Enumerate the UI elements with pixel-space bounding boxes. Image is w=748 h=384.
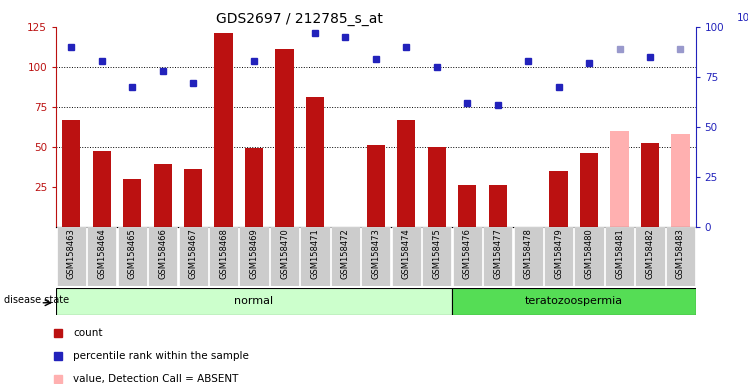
Bar: [641, 144, 659, 227]
Bar: [117, 227, 147, 286]
Bar: [392, 227, 421, 286]
Bar: [215, 33, 233, 227]
Text: disease state: disease state: [4, 295, 69, 305]
Bar: [239, 227, 269, 286]
Bar: [544, 227, 573, 286]
Bar: [179, 227, 208, 286]
Bar: [275, 49, 294, 227]
Bar: [397, 119, 415, 227]
Bar: [605, 227, 634, 286]
Bar: [148, 227, 177, 286]
Bar: [610, 131, 628, 227]
Bar: [331, 227, 360, 286]
Text: GSM158470: GSM158470: [280, 228, 289, 278]
Text: GSM158482: GSM158482: [646, 228, 654, 278]
Bar: [488, 185, 507, 227]
Bar: [422, 227, 451, 286]
Text: GSM158465: GSM158465: [128, 228, 137, 278]
Text: GSM158480: GSM158480: [584, 228, 594, 278]
Text: GSM158479: GSM158479: [554, 228, 563, 278]
Bar: [209, 227, 238, 286]
Bar: [306, 97, 324, 227]
Bar: [123, 179, 141, 227]
Bar: [514, 227, 543, 286]
Bar: [184, 169, 202, 227]
Text: teratozoospermia: teratozoospermia: [525, 296, 623, 306]
Bar: [671, 134, 690, 227]
Bar: [361, 227, 390, 286]
Bar: [367, 145, 385, 227]
Bar: [428, 147, 446, 227]
Bar: [452, 288, 696, 315]
Bar: [153, 164, 172, 227]
Bar: [93, 151, 111, 227]
Bar: [270, 227, 299, 286]
Bar: [580, 153, 598, 227]
Text: GSM158467: GSM158467: [188, 228, 197, 279]
Text: GSM158463: GSM158463: [67, 228, 76, 279]
Text: 100%: 100%: [738, 13, 748, 23]
Text: GSM158471: GSM158471: [310, 228, 319, 278]
Text: GSM158483: GSM158483: [676, 228, 685, 279]
Text: GSM158473: GSM158473: [371, 228, 381, 279]
Bar: [245, 148, 263, 227]
Text: GSM158474: GSM158474: [402, 228, 411, 278]
Text: percentile rank within the sample: percentile rank within the sample: [73, 351, 249, 361]
Bar: [666, 227, 695, 286]
Text: GSM158472: GSM158472: [341, 228, 350, 278]
Bar: [483, 227, 512, 286]
Text: GSM158478: GSM158478: [524, 228, 533, 279]
Text: value, Detection Call = ABSENT: value, Detection Call = ABSENT: [73, 374, 239, 384]
Text: GSM158466: GSM158466: [158, 228, 168, 279]
Text: normal: normal: [234, 296, 274, 306]
Text: GSM158469: GSM158469: [250, 228, 259, 278]
Bar: [453, 227, 482, 286]
Bar: [56, 288, 452, 315]
Bar: [57, 227, 86, 286]
Bar: [62, 119, 81, 227]
Text: GSM158464: GSM158464: [97, 228, 106, 278]
Text: GSM158476: GSM158476: [463, 228, 472, 279]
Bar: [88, 227, 117, 286]
Bar: [550, 170, 568, 227]
Bar: [458, 185, 476, 227]
Text: count: count: [73, 328, 102, 338]
Bar: [635, 227, 664, 286]
Text: GDS2697 / 212785_s_at: GDS2697 / 212785_s_at: [215, 12, 382, 25]
Bar: [301, 227, 330, 286]
Text: GSM158481: GSM158481: [615, 228, 624, 278]
Text: GSM158477: GSM158477: [493, 228, 502, 279]
Text: GSM158475: GSM158475: [432, 228, 441, 278]
Text: GSM158468: GSM158468: [219, 228, 228, 279]
Bar: [574, 227, 604, 286]
